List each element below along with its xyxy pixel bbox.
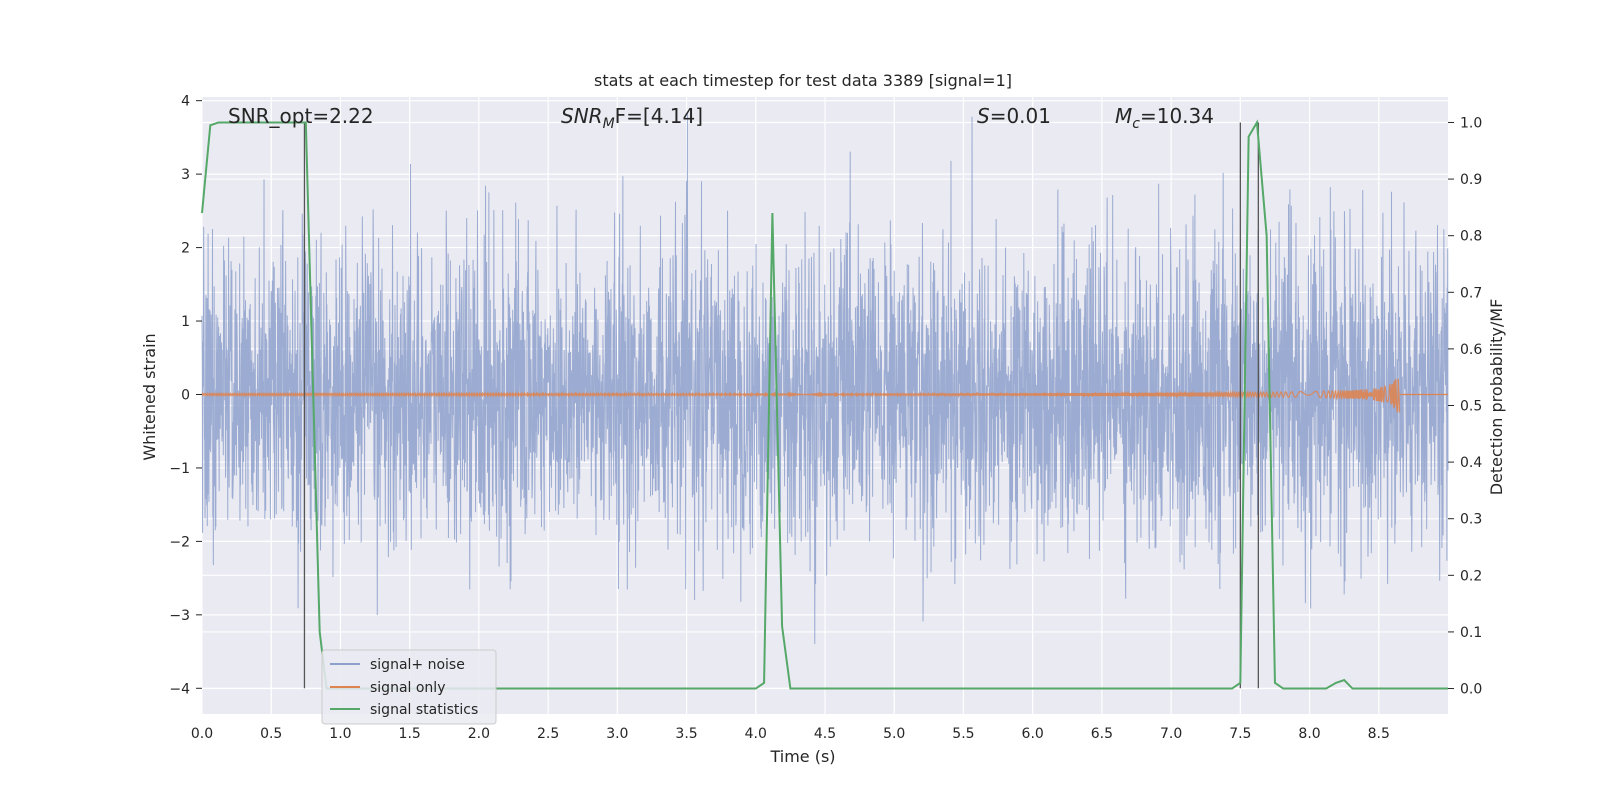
s-main: S: [977, 104, 990, 128]
y-right-tick-label: 0.4: [1460, 455, 1482, 471]
x-tick-label: 5.5: [952, 726, 974, 742]
x-tick-label: 4.5: [814, 726, 836, 742]
mc-rest: =10.34: [1140, 104, 1214, 128]
y-right-tick-label: 0.0: [1460, 682, 1482, 698]
y-right-tick-label: 0.1: [1460, 625, 1482, 641]
x-tick-label: 2.5: [537, 726, 559, 742]
y-right-tick-label: 0.9: [1460, 172, 1482, 188]
x-tick-label: 0.5: [260, 726, 282, 742]
legend-label-signal-statistics: signal statistics: [370, 702, 478, 718]
x-tick-labels: 0.0 0.5 1.0 1.5 2.0 2.5 3.0 3.5 4.0 4.5 5.0 5.5 6.0 6…: [191, 726, 1390, 742]
x-tick-label: 7.0: [1160, 726, 1182, 742]
y-axis-right-label: Detection probability/MF: [1487, 299, 1506, 496]
annotation-snr-opt: SNR_opt=2.22: [228, 104, 374, 128]
legend-box: [321, 649, 497, 725]
y-left-tick-label: 0: [181, 387, 190, 403]
y-left-tick-label: 1: [181, 314, 190, 330]
x-tick-label: 7.5: [1229, 726, 1251, 742]
annotation-s: S=0.01: [977, 104, 1051, 128]
series-signal-statistics: [201, 119, 1448, 690]
snr-mf-rest: F=[4.14]: [615, 104, 703, 128]
y-right-tick-label: 0.8: [1460, 229, 1482, 245]
y-left-tick-label: −2: [169, 534, 190, 550]
y-right-tick-label: 0.6: [1460, 342, 1482, 358]
y-right-tick-labels: 1.0 0.9 0.8 0.7 0.6 0.5 0.4 0.3 0.2 0.1 0.0: [1448, 115, 1482, 698]
y-left-tick-label: −1: [169, 461, 190, 477]
y-right-tick-label: 0.3: [1460, 512, 1482, 528]
legend: signal+ noise signal only signal statist…: [321, 649, 497, 725]
x-tick-label: 3.0: [606, 726, 628, 742]
signal-statistics-layer: [201, 119, 1448, 690]
x-tick-label: 8.5: [1368, 726, 1390, 742]
y-left-tick-label: 2: [181, 241, 190, 257]
y-axis-left-label: Whitened strain: [140, 333, 159, 460]
x-tick-label: 5.0: [883, 726, 905, 742]
annotation-snr-mf: SNRMF=[4.14]: [561, 104, 703, 132]
x-tick-label: 3.5: [675, 726, 697, 742]
x-tick-label: 4.0: [745, 726, 767, 742]
series-signal-only: [201, 378, 1401, 414]
legend-label-signal-noise: signal+ noise: [370, 657, 465, 673]
x-tick-label: 6.0: [1022, 726, 1044, 742]
x-tick-label: 8.0: [1298, 726, 1320, 742]
y-left-tick-label: 4: [181, 94, 190, 110]
y-right-tick-label: 0.7: [1460, 285, 1482, 301]
mc-main: M: [1115, 104, 1132, 128]
y-left-tick-label: −3: [169, 608, 190, 624]
mc-sub: c: [1132, 116, 1140, 132]
y-right-tick-label: 0.5: [1460, 399, 1482, 415]
legend-label-signal-only: signal only: [370, 680, 445, 696]
x-axis-label: Time (s): [769, 747, 835, 766]
snr-mf-main: SNR: [561, 104, 603, 128]
x-tick-label: 6.5: [1091, 726, 1113, 742]
annotation-mc: Mc=10.34: [1115, 104, 1214, 132]
x-tick-label: 2.0: [468, 726, 490, 742]
x-tick-label: 1.5: [399, 726, 421, 742]
chart-title: stats at each timestep for test data 338…: [594, 71, 1012, 90]
vertical-markers: [303, 122, 1259, 689]
y-left-tick-label: −4: [169, 681, 190, 697]
y-right-tick-label: 1.0: [1460, 115, 1482, 131]
x-tick-label: 1.0: [329, 726, 351, 742]
y-right-tick-label: 0.2: [1460, 568, 1482, 584]
x-tick-label: 0.0: [191, 726, 213, 742]
s-rest: =0.01: [990, 104, 1051, 128]
y-left-tick-labels: 4 3 2 1 0 −1 −2 −3 −4: [169, 94, 202, 697]
snr-mf-sub: M: [603, 116, 615, 132]
y-left-tick-label: 3: [181, 167, 190, 183]
